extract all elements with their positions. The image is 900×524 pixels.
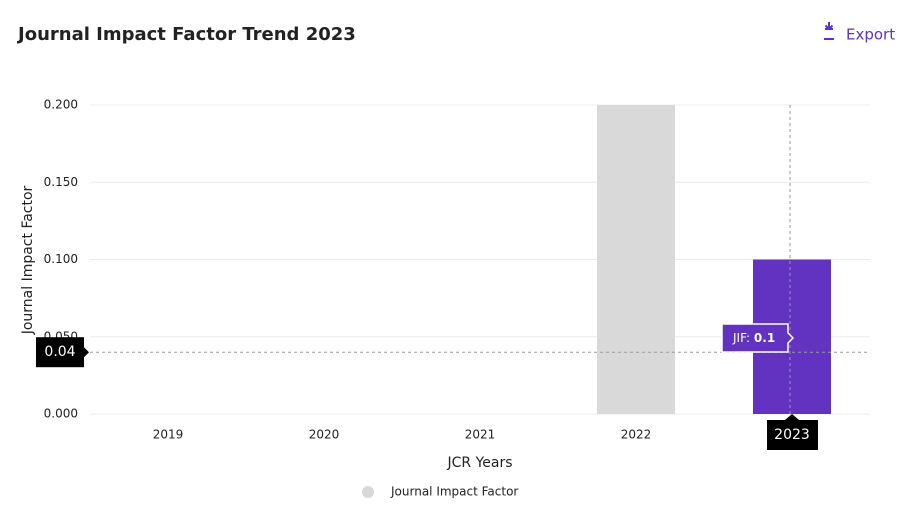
crosshair-x-box	[767, 420, 818, 450]
crosshair-x-pointer	[785, 414, 799, 420]
legend-label: Journal Impact Factor	[390, 485, 518, 499]
crosshair-y-box	[36, 337, 84, 368]
export-button[interactable]: Export	[824, 22, 895, 44]
y-tick-label: 0.200	[44, 98, 78, 112]
bar	[597, 105, 675, 414]
export-icon	[824, 22, 834, 40]
y-tick-label: 0.100	[44, 252, 78, 266]
crosshair-y-label: 0.04	[44, 344, 75, 360]
tooltip: JIF: 0.1	[732, 331, 775, 345]
y-axis-title: Journal Impact Factor	[20, 185, 36, 335]
x-tick-label: 2021	[465, 428, 496, 442]
tooltip-box	[721, 323, 795, 353]
x-tick-label: 2019	[153, 428, 184, 442]
tooltip-value: 0.1	[754, 331, 775, 345]
export-label[interactable]: Export	[846, 26, 895, 44]
tooltip-label: JIF:	[732, 331, 750, 345]
x-tick-label: 2020	[309, 428, 340, 442]
x-tick-label: 2022	[621, 428, 652, 442]
crosshair-x-label: 2023	[774, 427, 810, 443]
x-axis-title: JCR Years	[446, 455, 512, 471]
chart-title: Journal Impact Factor Trend 2023	[16, 24, 356, 45]
crosshair-y-pointer	[84, 347, 89, 358]
legend-marker	[362, 486, 374, 498]
y-tick-label: 0.150	[44, 175, 78, 189]
y-tick-label: 0.000	[44, 407, 78, 421]
